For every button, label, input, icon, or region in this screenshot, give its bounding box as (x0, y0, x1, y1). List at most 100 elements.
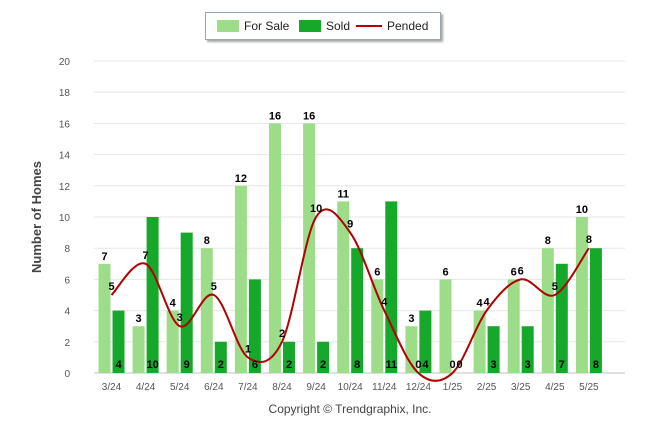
sold-value-label: 10 (146, 359, 158, 371)
sold-bar (214, 341, 227, 373)
sold-bar (521, 326, 534, 373)
sold-bar (146, 217, 159, 373)
y-tick-label: 8 (64, 244, 70, 255)
x-tick-label: 4/24 (136, 382, 156, 393)
sold-bar (248, 279, 261, 373)
y-tick-label: 10 (59, 213, 71, 224)
pended-line-icon (356, 25, 382, 27)
y-axis-title: Number of Homes (29, 161, 44, 273)
x-tick-label: 9/24 (306, 382, 326, 393)
y-tick-label: 0 (64, 369, 70, 380)
pended-value-label: 3 (177, 312, 183, 324)
for-sale-bar (166, 310, 179, 373)
for-sale-swatch-icon (217, 20, 239, 32)
x-tick-label: 12/24 (406, 382, 431, 393)
for-sale-value-label: 3 (136, 313, 142, 325)
x-tick-label: 3/24 (102, 382, 122, 393)
y-tick-label: 14 (59, 151, 71, 162)
sold-value-label: 8 (354, 359, 360, 371)
y-tick-label: 20 (59, 57, 71, 68)
sold-value-label: 2 (218, 359, 224, 371)
for-sale-value-label: 8 (204, 235, 210, 247)
sold-bar (419, 310, 432, 373)
for-sale-value-label: 12 (235, 173, 247, 185)
for-sale-bar (303, 123, 316, 374)
pended-value-label: 5 (211, 281, 217, 293)
pended-curve (110, 208, 590, 382)
for-sale-bar (98, 263, 111, 373)
x-tick-label: 7/24 (238, 382, 258, 393)
legend-label-for-sale: For Sale (244, 19, 290, 33)
x-tick-label: 2/25 (477, 382, 497, 393)
copyright-text: Copyright © Trendgraphix, Inc. (269, 402, 432, 416)
legend-item-pended[interactable]: Pended (356, 19, 428, 33)
pended-value-label: 7 (143, 250, 149, 262)
for-sale-value-label: 11 (337, 188, 349, 200)
pended-value-label: 4 (381, 297, 388, 309)
pended-line (110, 208, 590, 382)
for-sale-bar (507, 279, 520, 373)
for-sale-bar (269, 123, 281, 374)
sold-swatch-icon (299, 20, 321, 32)
y-tick-label: 12 (59, 182, 71, 193)
legend: For Sale Sold Pended (205, 12, 441, 40)
for-sale-bar (200, 248, 213, 373)
x-tick-label: 1/25 (443, 382, 463, 393)
y-tick-label: 16 (59, 119, 71, 130)
for-sale-value-label: 4 (477, 298, 484, 310)
legend-item-for-sale[interactable]: For Sale (217, 19, 289, 33)
pended-value-label: 0 (449, 359, 455, 371)
for-sale-value-label: 10 (576, 204, 588, 216)
sold-bar (283, 341, 295, 373)
sold-bar (317, 341, 330, 373)
sold-value-label: 3 (491, 359, 497, 371)
for-sale-value-label: 7 (101, 251, 107, 263)
for-sale-value-label: 16 (303, 110, 315, 122)
for-sale-bar (473, 310, 486, 373)
for-sale-value-label: 3 (408, 313, 414, 325)
sold-bar (385, 201, 398, 373)
sold-bar (589, 248, 602, 373)
pended-value-label: 2 (279, 328, 285, 340)
pended-value-label: 5 (552, 281, 558, 293)
for-sale-bar (234, 185, 247, 373)
sold-value-label: 0 (456, 359, 462, 371)
for-sale-value-label: 6 (442, 266, 448, 278)
legend-item-sold[interactable]: Sold (299, 19, 350, 33)
pended-value-label: 6 (518, 265, 524, 277)
pended-value-label: 5 (108, 281, 114, 293)
for-sale-bar (541, 248, 554, 373)
pended-value-label: 0 (415, 359, 421, 371)
for-sale-value-label: 6 (374, 266, 380, 278)
y-tick-label: 2 (64, 338, 70, 349)
x-tick-label: 8/24 (272, 382, 292, 393)
for-sale-bar (132, 326, 145, 373)
sold-value-label: 4 (422, 359, 429, 371)
pended-value-label: 9 (347, 219, 353, 231)
for-sale-value-label: 6 (511, 266, 517, 278)
sold-bar (180, 232, 193, 373)
for-sale-value-label: 16 (269, 110, 281, 122)
x-tick-label: 5/25 (579, 382, 599, 393)
sold-value-label: 6 (252, 359, 258, 371)
sold-bar (112, 310, 125, 373)
x-tick-label: 6/24 (204, 382, 224, 393)
sold-value-label: 11 (385, 359, 397, 371)
legend-label-pended: Pended (387, 19, 429, 33)
x-tick-label: 4/25 (545, 382, 565, 393)
sold-value-label: 2 (286, 359, 292, 371)
y-tick-label: 4 (64, 307, 70, 318)
pended-value-label: 4 (484, 297, 491, 309)
x-tick-label: 5/24 (170, 382, 190, 393)
sold-value-label: 7 (559, 359, 565, 371)
for-sale-bar (337, 201, 350, 373)
pended-value-label: 10 (310, 203, 322, 215)
for-sale-bar (439, 279, 452, 373)
legend-label-sold: Sold (326, 19, 351, 33)
for-sale-value-label: 4 (170, 298, 177, 310)
sold-bar (487, 326, 500, 373)
y-tick-label: 6 (64, 275, 70, 286)
